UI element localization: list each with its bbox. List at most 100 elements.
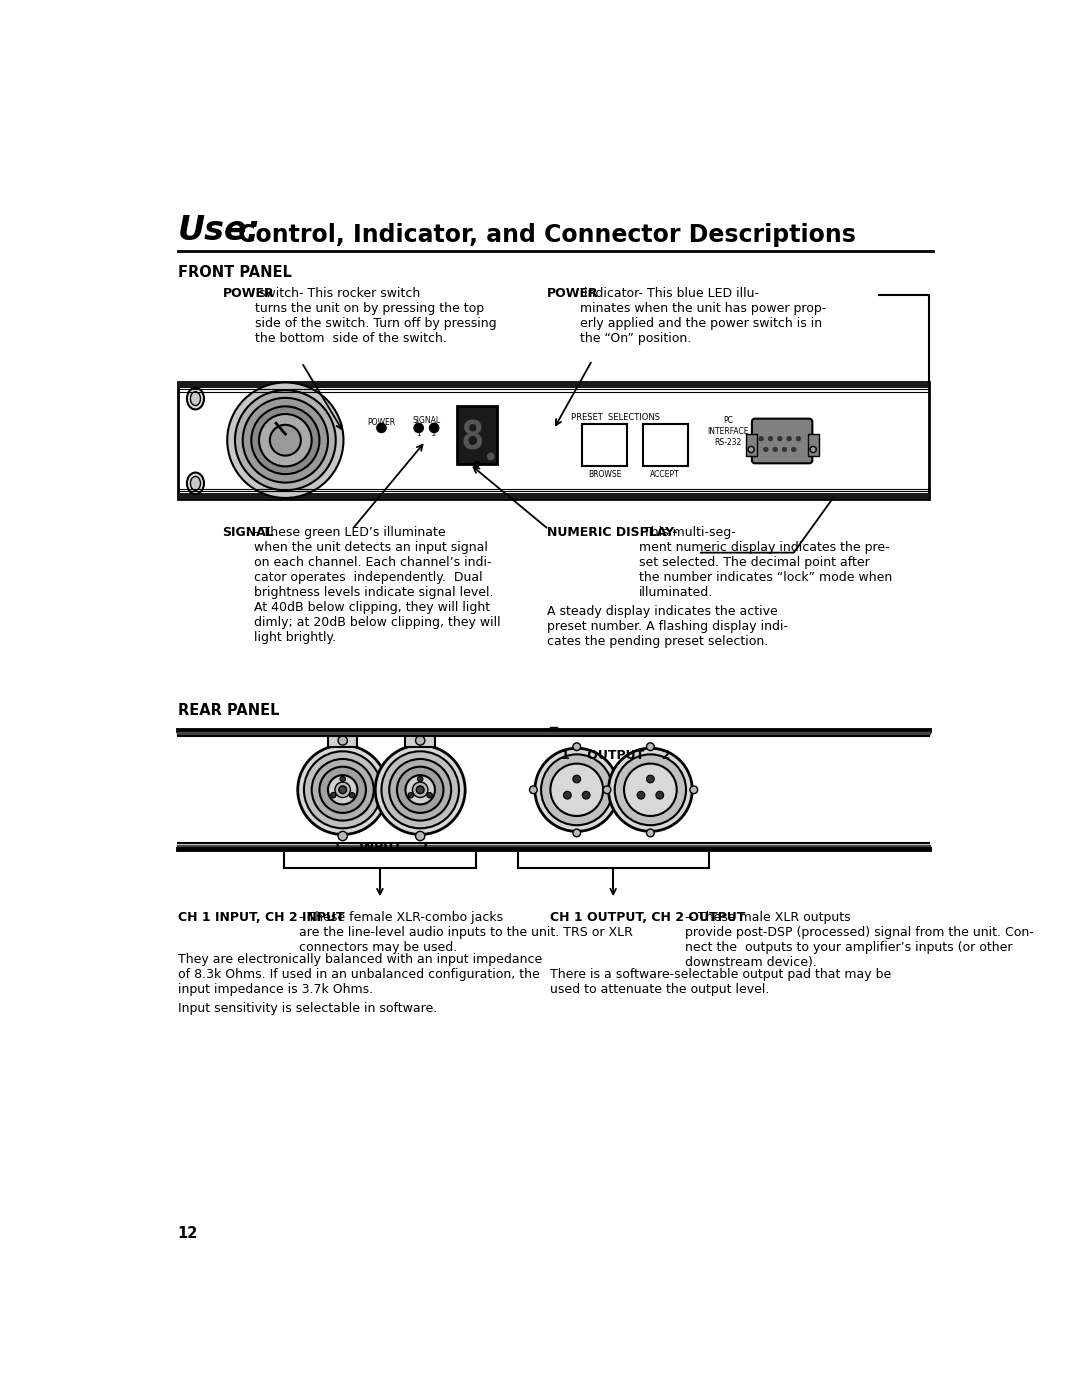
Text: 8: 8 (460, 419, 484, 458)
Text: 1: 1 (417, 430, 421, 437)
Circle shape (647, 743, 654, 750)
Circle shape (430, 423, 438, 433)
Text: - These green LED’s illuminate
when the unit detects an input signal
on each cha: - These green LED’s illuminate when the … (254, 525, 500, 644)
Ellipse shape (190, 476, 201, 490)
Circle shape (778, 436, 782, 441)
Text: 2: 2 (432, 430, 436, 437)
Circle shape (416, 787, 424, 793)
Circle shape (535, 749, 619, 831)
Text: indicator- This blue LED illu-
minates when the unit has power prop-
erly applie: indicator- This blue LED illu- minates w… (580, 286, 826, 345)
Circle shape (381, 752, 459, 828)
Text: Control, Indicator, and Connector Descriptions: Control, Indicator, and Connector Descri… (230, 224, 856, 247)
Text: CH 1 INPUT, CH 2 INPUT: CH 1 INPUT, CH 2 INPUT (177, 911, 345, 923)
Circle shape (810, 447, 816, 453)
Circle shape (328, 775, 357, 805)
Circle shape (617, 787, 624, 793)
Text: A steady display indicates the active
preset number. A flashing display indi-
ca: A steady display indicates the active pr… (548, 605, 788, 648)
Circle shape (350, 792, 355, 798)
Circle shape (397, 767, 444, 813)
Circle shape (572, 828, 581, 837)
Text: 1    OUTPUT    2: 1 OUTPUT 2 (561, 749, 671, 761)
Text: They are electronically balanced with an input impedance
of 8.3k Ohms. If used i: They are electronically balanced with an… (177, 953, 542, 996)
Circle shape (796, 436, 800, 441)
Bar (177, 493, 930, 499)
Text: -- These male XLR outputs
provide post-DSP (processed) signal from the unit. Con: -- These male XLR outputs provide post-D… (685, 911, 1034, 968)
Circle shape (792, 447, 796, 451)
Circle shape (624, 764, 677, 816)
Circle shape (416, 831, 424, 841)
Text: 12: 12 (177, 1227, 198, 1242)
Circle shape (637, 791, 645, 799)
Circle shape (418, 777, 423, 782)
Circle shape (608, 749, 692, 831)
Text: CH 1 OUTPUT, CH 2 OUTPUT: CH 1 OUTPUT, CH 2 OUTPUT (550, 911, 745, 923)
Circle shape (259, 414, 312, 467)
Text: Use:: Use: (177, 214, 260, 247)
Text: switch- This rocker switch
turns the unit on by pressing the top
side of the swi: switch- This rocker switch turns the uni… (255, 286, 497, 345)
Circle shape (414, 423, 423, 433)
Text: This multi-seg-
ment numeric display indicates the pre-
set selected. The decima: This multi-seg- ment numeric display ind… (638, 525, 892, 599)
Circle shape (768, 436, 773, 441)
Circle shape (764, 447, 768, 451)
Circle shape (782, 447, 786, 451)
Circle shape (427, 792, 432, 798)
Text: PC
INTERFACE
RS-232: PC INTERFACE RS-232 (707, 416, 748, 447)
Text: NUMERIC DISPLAY-: NUMERIC DISPLAY- (548, 525, 677, 539)
Circle shape (340, 777, 346, 782)
Circle shape (572, 743, 581, 750)
Circle shape (389, 759, 451, 820)
Circle shape (312, 759, 374, 820)
Bar (808, 434, 819, 455)
Circle shape (243, 398, 328, 482)
Circle shape (615, 754, 686, 826)
Circle shape (413, 782, 428, 798)
Circle shape (405, 775, 435, 805)
Circle shape (330, 792, 336, 798)
Circle shape (572, 775, 581, 782)
Circle shape (647, 828, 654, 837)
Bar (405, 735, 435, 746)
Bar (177, 729, 930, 849)
Circle shape (235, 390, 336, 490)
Circle shape (647, 775, 654, 782)
Circle shape (488, 453, 494, 460)
Circle shape (298, 745, 388, 834)
Circle shape (564, 791, 571, 799)
Text: REAR PANEL: REAR PANEL (177, 703, 279, 718)
Circle shape (375, 745, 465, 834)
Circle shape (377, 423, 387, 433)
Text: POWER: POWER (548, 286, 599, 300)
Circle shape (303, 752, 381, 828)
Circle shape (416, 736, 424, 745)
Text: PRESET  SELECTIONS: PRESET SELECTIONS (571, 412, 660, 422)
Circle shape (408, 792, 414, 798)
Circle shape (582, 791, 590, 799)
Ellipse shape (187, 388, 204, 409)
Bar (177, 381, 930, 388)
Text: BROWSE: BROWSE (588, 471, 621, 479)
Text: ACCEPT: ACCEPT (650, 471, 680, 479)
Ellipse shape (187, 472, 204, 495)
Text: SIGNAL: SIGNAL (413, 416, 441, 425)
Circle shape (320, 767, 366, 813)
Circle shape (656, 791, 663, 799)
Circle shape (338, 831, 348, 841)
Text: POWER: POWER (222, 286, 274, 300)
Circle shape (339, 787, 347, 793)
Text: SIGNAL: SIGNAL (222, 525, 274, 539)
Text: 1    INPUT    2: 1 INPUT 2 (333, 841, 429, 855)
Text: POWER: POWER (367, 418, 395, 427)
Circle shape (541, 754, 612, 826)
Circle shape (227, 383, 343, 497)
Circle shape (773, 447, 778, 451)
Circle shape (270, 425, 301, 455)
Text: FRONT PANEL: FRONT PANEL (177, 264, 292, 279)
Circle shape (338, 736, 348, 745)
Text: - These female XLR-combo jacks
are the line-level audio inputs to the unit. TRS : - These female XLR-combo jacks are the l… (299, 911, 633, 954)
Circle shape (603, 787, 611, 793)
Circle shape (529, 787, 537, 793)
Circle shape (252, 407, 320, 474)
Circle shape (335, 782, 350, 798)
Circle shape (474, 461, 480, 467)
Circle shape (551, 764, 603, 816)
